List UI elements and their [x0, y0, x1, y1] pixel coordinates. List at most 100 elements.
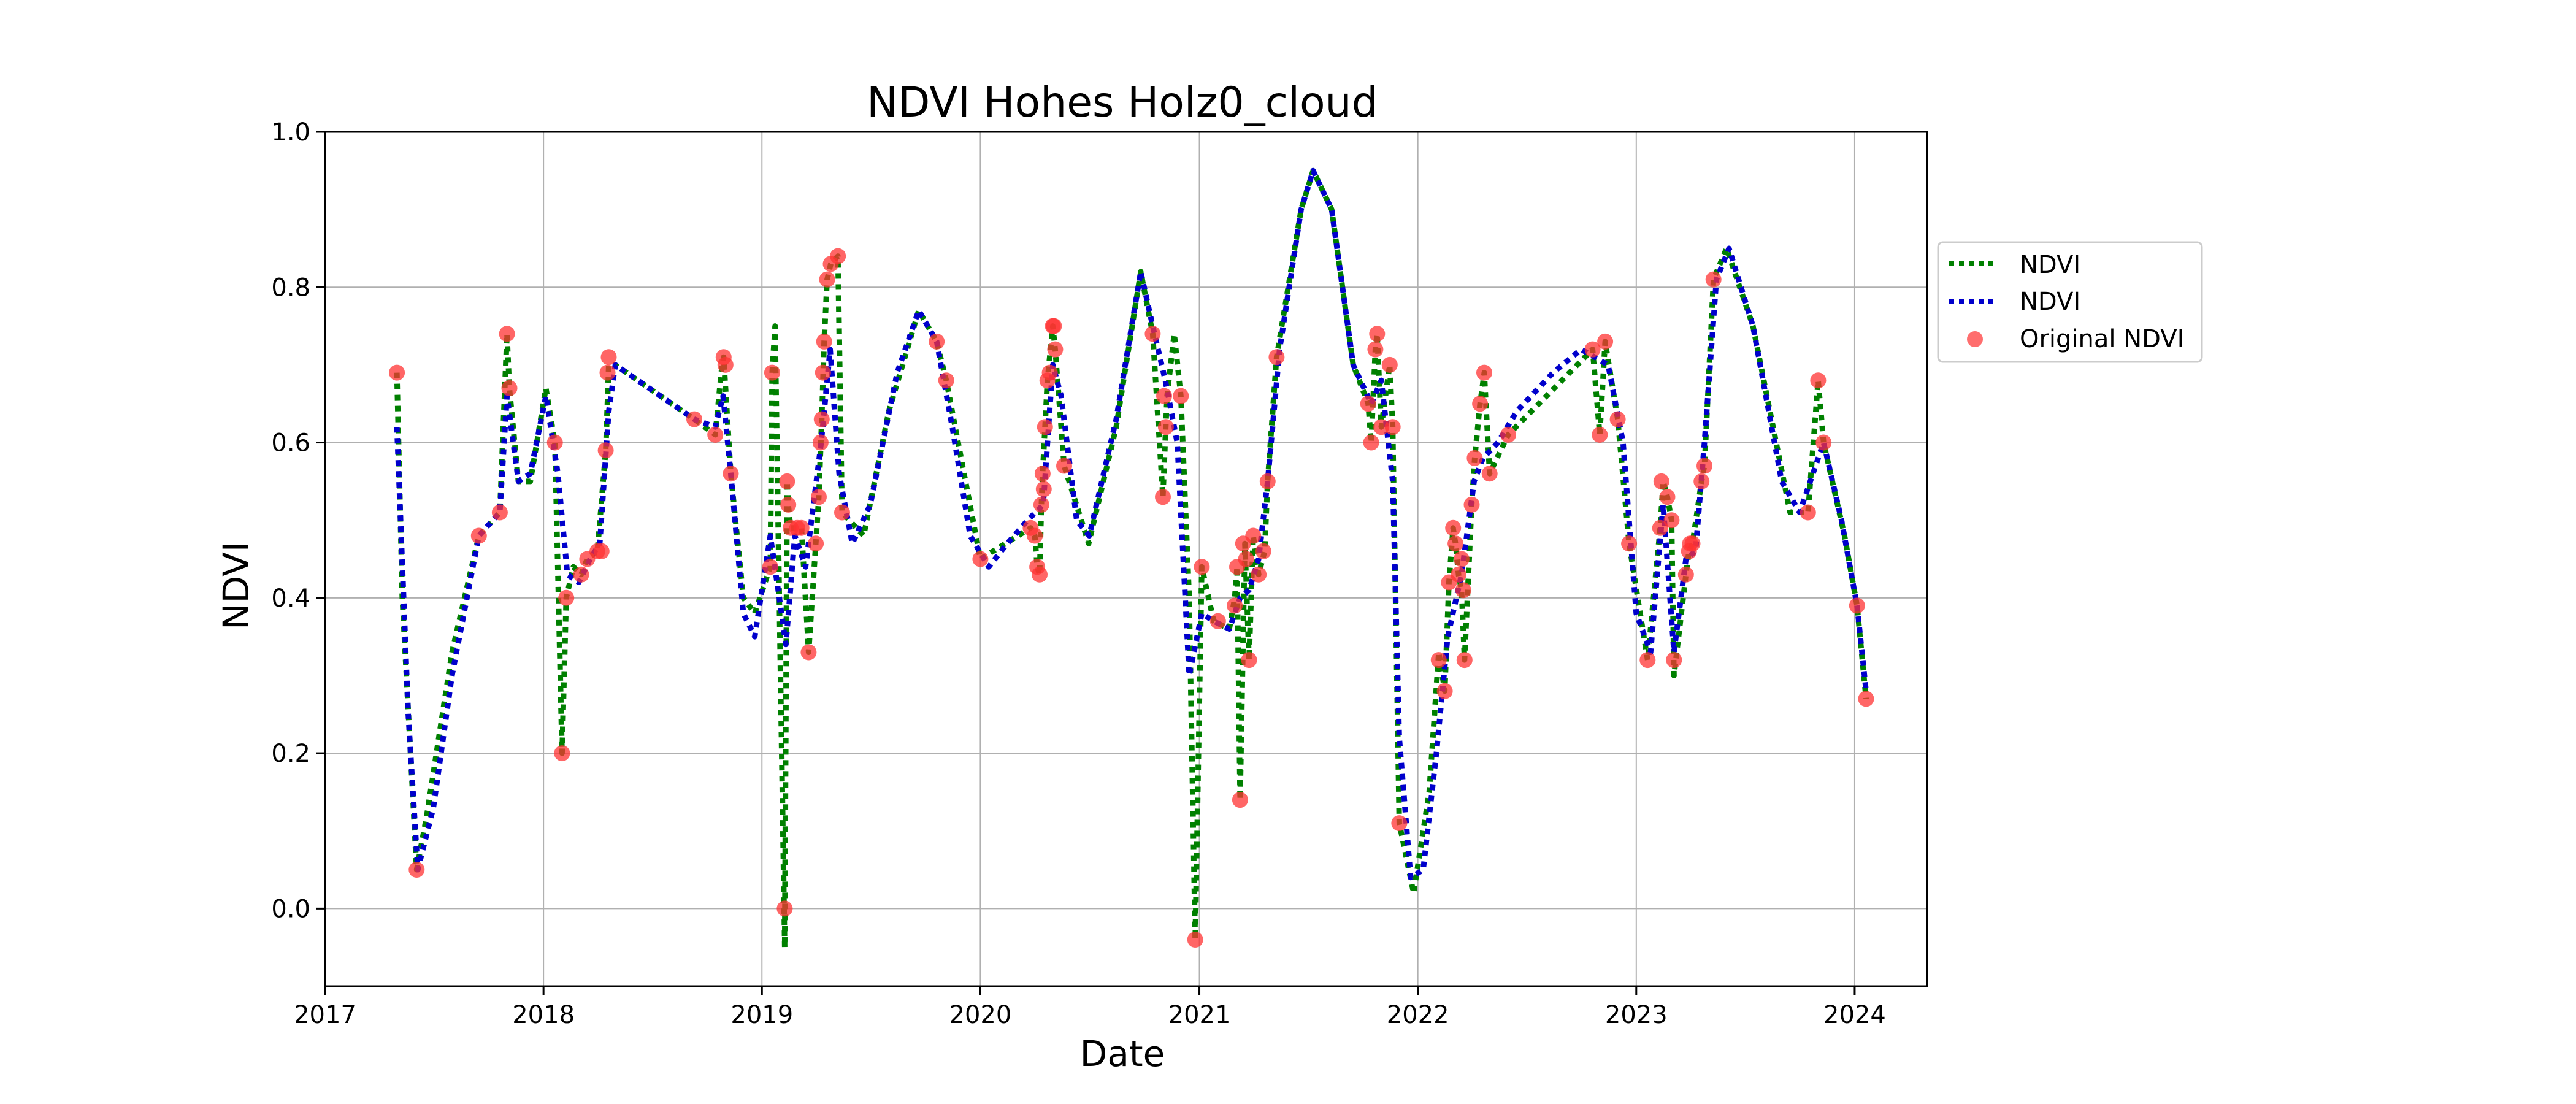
original-ndvi-point — [1187, 932, 1203, 948]
original-ndvi-point — [1849, 597, 1865, 614]
original-ndvi-point — [800, 644, 817, 661]
original-ndvi-point — [558, 589, 575, 606]
original-ndvi-point — [546, 434, 563, 451]
original-ndvi-point — [389, 364, 405, 381]
original-ndvi-point — [1027, 527, 1043, 544]
original-ndvi-point — [1451, 566, 1466, 583]
legend-box — [1937, 241, 2203, 363]
x-tick-label: 2023 — [1605, 1001, 1668, 1029]
original-ndvi-point — [1584, 341, 1601, 358]
original-ndvi-point — [1677, 566, 1694, 583]
original-ndvi-point — [972, 551, 989, 567]
original-ndvi-point — [813, 411, 830, 427]
original-ndvi-point — [554, 745, 570, 762]
original-ndvi-point — [1384, 419, 1401, 435]
original-ndvi-point — [1696, 458, 1712, 474]
original-ndvi-point — [834, 504, 850, 521]
original-ndvi-point — [1155, 489, 1171, 505]
original-ndvi-point — [1156, 388, 1172, 404]
original-ndvi-point — [780, 496, 797, 513]
original-ndvi-point — [1268, 349, 1285, 366]
original-ndvi-point — [1652, 519, 1668, 536]
ndvi-blue-line — [394, 167, 1869, 881]
original-ndvi-point — [1500, 426, 1516, 443]
original-ndvi-point — [1034, 466, 1051, 482]
original-ndvi-point — [1363, 434, 1379, 451]
original-ndvi-point — [1815, 434, 1832, 451]
original-ndvi-point — [1041, 364, 1058, 381]
original-ndvi-point — [1157, 419, 1174, 435]
original-ndvi-point — [1659, 489, 1676, 505]
original-ndvi-point — [1705, 271, 1722, 288]
original-ndvi-point — [686, 411, 702, 427]
original-ndvi-point — [1663, 512, 1680, 529]
original-ndvi-point — [1033, 496, 1049, 513]
original-ndvi-point — [816, 333, 832, 350]
original-ndvi-point — [938, 372, 954, 389]
original-ndvi-point — [501, 380, 518, 396]
y-axis-label: NDVI — [215, 542, 257, 630]
original-ndvi-point — [762, 559, 778, 575]
original-ndvi-point — [1621, 535, 1638, 552]
original-ndvi-point — [1259, 473, 1276, 489]
original-ndvi-point — [1447, 535, 1464, 552]
x-tick-label: 2019 — [730, 1001, 793, 1029]
original-ndvi-point — [599, 364, 616, 381]
original-ndvi-point — [499, 326, 515, 342]
original-ndvi-point — [830, 248, 846, 264]
x-tick-label: 2024 — [1823, 1001, 1886, 1029]
original-ndvi-point — [929, 333, 945, 350]
original-ndvi-point — [1653, 473, 1669, 489]
original-ndvi-point — [812, 434, 829, 451]
original-ndvi-point — [1592, 426, 1608, 443]
original-ndvi-point — [1173, 388, 1189, 404]
original-ndvi-point — [597, 442, 614, 459]
legend: NDVI NDVI Original NDVI — [1937, 241, 2203, 363]
original-ndvi-point — [1445, 519, 1462, 536]
original-ndvi-point — [1858, 691, 1874, 707]
original-ndvi-point — [764, 364, 780, 381]
original-ndvi-point — [1466, 450, 1483, 466]
original-ndvi-point — [1047, 341, 1064, 358]
original-ndvi-point — [815, 364, 831, 381]
original-ndvi-point — [1238, 551, 1254, 567]
legend-label-ndvi-green: NDVI — [2020, 251, 2080, 279]
original-ndvi-point — [1209, 613, 1226, 629]
original-ndvi-point — [1800, 504, 1816, 521]
original-ndvi-point — [1453, 551, 1470, 567]
x-tick-label: 2021 — [1168, 1001, 1231, 1029]
original-ndvi-point — [470, 527, 487, 544]
y-tick-label: 0.8 — [271, 274, 310, 302]
original-ndvi-point — [1255, 543, 1271, 559]
y-tick-label: 1.0 — [271, 118, 310, 147]
original-ndvi-point — [808, 535, 824, 552]
original-ndvi-point — [1639, 652, 1656, 669]
original-ndvi-point — [1597, 333, 1614, 350]
original-ndvi-point — [1810, 372, 1827, 389]
original-ndvi-point — [1455, 582, 1471, 599]
plot-frame — [324, 131, 1928, 987]
original-ndvi-point — [1463, 496, 1480, 513]
original-ndvi-point — [811, 489, 827, 505]
original-ndvi-point — [1693, 473, 1710, 489]
original-ndvi-point — [408, 862, 425, 878]
original-ndvi-point — [593, 543, 610, 559]
original-ndvi-point — [717, 356, 734, 373]
original-ndvi-point — [1666, 652, 1682, 669]
original-ndvi-point — [776, 900, 793, 917]
original-ndvi-point — [1245, 527, 1262, 544]
legend-swatch-original-ndvi — [1967, 331, 1983, 347]
original-ndvi-point — [1360, 396, 1376, 412]
y-axis-ticks: 0.0 0.2 0.4 0.6 0.8 1.0 — [271, 118, 325, 923]
original-ndvi-point — [723, 466, 739, 482]
original-ndvi-point — [1056, 458, 1072, 474]
x-tick-label: 2018 — [512, 1001, 575, 1029]
original-ndvi-point — [1373, 419, 1390, 435]
original-ndvi-point — [1046, 318, 1062, 334]
original-ndvi-point — [1684, 535, 1701, 552]
x-tick-label: 2020 — [949, 1001, 1012, 1029]
original-ndvi-point — [600, 349, 617, 366]
original-ndvi-point — [491, 504, 508, 521]
